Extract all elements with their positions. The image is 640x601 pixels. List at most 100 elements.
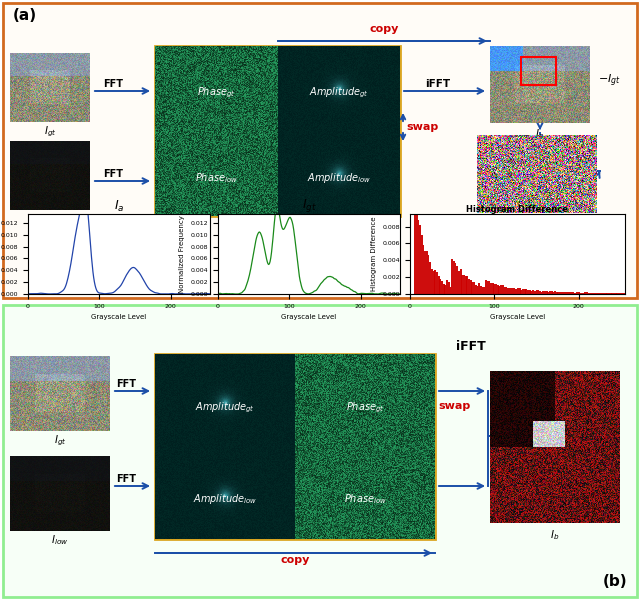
Text: FFT: FFT: [103, 79, 123, 89]
Y-axis label: Normalized Frequency: Normalized Frequency: [179, 215, 185, 293]
Bar: [586, 293, 588, 294]
Title: $I_{gt}$: $I_{gt}$: [301, 197, 316, 214]
Bar: [419, 225, 421, 294]
Bar: [564, 292, 566, 294]
Bar: [611, 293, 613, 294]
Bar: [446, 280, 448, 294]
Text: swap: swap: [438, 401, 470, 411]
Bar: [623, 293, 625, 294]
Bar: [472, 282, 474, 294]
Bar: [480, 285, 482, 294]
Bar: [497, 285, 499, 294]
Text: $Phase_{gt}$: $Phase_{gt}$: [346, 400, 384, 415]
Bar: [3, 3, 637, 298]
Bar: [453, 261, 455, 294]
X-axis label: Grayscale Level: Grayscale Level: [490, 314, 545, 320]
Text: (a): (a): [13, 8, 37, 23]
Bar: [438, 276, 440, 294]
Bar: [613, 293, 615, 294]
Bar: [584, 292, 586, 294]
Text: $I_{gt}$: $I_{gt}$: [54, 433, 67, 448]
Text: $I_{gt}$: $I_{gt}$: [44, 125, 56, 139]
Bar: [485, 280, 487, 294]
Bar: [566, 292, 568, 294]
Bar: [589, 293, 591, 294]
Bar: [448, 282, 450, 294]
Bar: [505, 287, 507, 294]
Bar: [603, 293, 605, 294]
Bar: [522, 289, 524, 294]
Bar: [559, 291, 561, 294]
Bar: [571, 292, 573, 294]
Bar: [428, 255, 429, 294]
Bar: [569, 292, 571, 294]
Text: $Phase_{low}$: $Phase_{low}$: [195, 171, 238, 185]
Bar: [449, 287, 451, 294]
Bar: [581, 293, 583, 294]
Bar: [461, 275, 463, 294]
X-axis label: Grayscale Level: Grayscale Level: [282, 314, 337, 320]
Bar: [608, 293, 610, 294]
Bar: [488, 281, 490, 294]
Bar: [554, 291, 556, 294]
Bar: [536, 290, 538, 294]
Bar: [517, 288, 519, 294]
Bar: [493, 284, 495, 294]
Text: Difference Map: Difference Map: [498, 220, 576, 229]
Text: $I_{low}$: $I_{low}$: [41, 212, 59, 226]
Bar: [514, 288, 515, 294]
Bar: [475, 285, 477, 294]
Title: $I_a$: $I_a$: [114, 199, 124, 214]
Bar: [588, 293, 589, 294]
Bar: [618, 293, 620, 294]
Bar: [550, 291, 552, 294]
Text: $I_b$: $I_b$: [550, 528, 559, 542]
Text: $I_{low}$: $I_{low}$: [51, 533, 68, 547]
Bar: [574, 293, 576, 294]
Bar: [539, 291, 541, 294]
Bar: [541, 291, 543, 294]
Bar: [621, 293, 623, 294]
Bar: [583, 293, 584, 294]
Text: $Amplitude_{gt}$: $Amplitude_{gt}$: [195, 400, 255, 415]
Bar: [445, 285, 446, 294]
Text: $Amplitude_{low}$: $Amplitude_{low}$: [193, 492, 257, 507]
Bar: [495, 284, 497, 294]
Bar: [467, 276, 468, 294]
Text: $Phase_{low}$: $Phase_{low}$: [344, 492, 387, 506]
Bar: [615, 293, 617, 294]
Bar: [3, 305, 637, 597]
Bar: [529, 290, 531, 294]
Bar: [576, 292, 578, 294]
Bar: [568, 292, 570, 294]
Bar: [470, 280, 472, 294]
Bar: [463, 275, 465, 294]
Bar: [486, 281, 488, 294]
Bar: [468, 279, 470, 294]
Bar: [556, 292, 557, 294]
Bar: [598, 293, 600, 294]
Text: FFT: FFT: [116, 379, 136, 389]
Bar: [605, 293, 607, 294]
Text: (b): (b): [602, 574, 627, 589]
Bar: [451, 260, 453, 294]
Bar: [416, 207, 418, 294]
Bar: [591, 293, 593, 294]
Text: FFT: FFT: [103, 169, 123, 179]
Bar: [422, 245, 424, 294]
Bar: [509, 288, 511, 294]
Bar: [520, 56, 556, 85]
Bar: [424, 251, 426, 294]
Bar: [534, 291, 536, 294]
Bar: [414, 198, 416, 294]
Text: FFT: FFT: [116, 474, 136, 484]
Bar: [552, 292, 554, 294]
Title: Histogram Difference: Histogram Difference: [467, 205, 568, 214]
Bar: [532, 290, 534, 294]
Bar: [504, 287, 506, 294]
Text: $I_a$: $I_a$: [536, 127, 545, 141]
Bar: [524, 289, 525, 294]
Bar: [155, 46, 400, 216]
Bar: [456, 266, 458, 294]
Bar: [557, 292, 559, 294]
